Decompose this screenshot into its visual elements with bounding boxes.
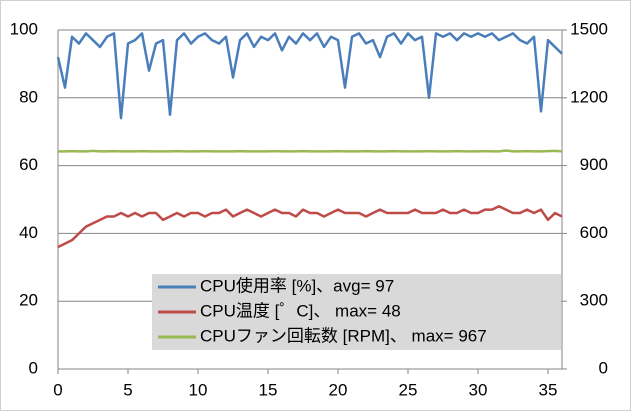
line-series [58, 149, 563, 153]
y-tick-label: 80 [19, 87, 38, 106]
y2-tick-label: 1200 [570, 87, 608, 106]
y-tick-label: 0 [29, 358, 38, 377]
y-tick-label: 20 [19, 291, 38, 310]
y2-tick-label: 600 [580, 223, 608, 242]
y2-tick-label: 900 [580, 155, 608, 174]
legend-box [152, 274, 561, 350]
x-tick-label: 20 [329, 380, 348, 399]
legend-label: CPU温度 [゜C]、 max= 48 [200, 301, 401, 320]
x-tick-label: 0 [53, 380, 62, 399]
x-tick-label: 25 [399, 380, 418, 399]
y2-tick-label: 1500 [570, 19, 608, 38]
line-series [56, 32, 563, 120]
y-tick-label: 100 [10, 19, 38, 38]
x-tick-label: 10 [189, 380, 208, 399]
y-tick-label: 60 [19, 155, 38, 174]
x-tick-label: 15 [259, 380, 278, 399]
legend-label: CPUファン回転数 [RPM]、 max= 967 [200, 326, 487, 345]
line-series [57, 205, 563, 249]
x-tick-label: 30 [469, 380, 488, 399]
x-tick-label: 5 [123, 380, 132, 399]
x-tick-label: 35 [539, 380, 558, 399]
y2-tick-label: 300 [580, 291, 608, 310]
legend-label: CPU使用率 [%]、avg= 97 [200, 275, 394, 295]
y-tick-label: 40 [19, 223, 38, 242]
y2-tick-label: 0 [599, 358, 608, 377]
